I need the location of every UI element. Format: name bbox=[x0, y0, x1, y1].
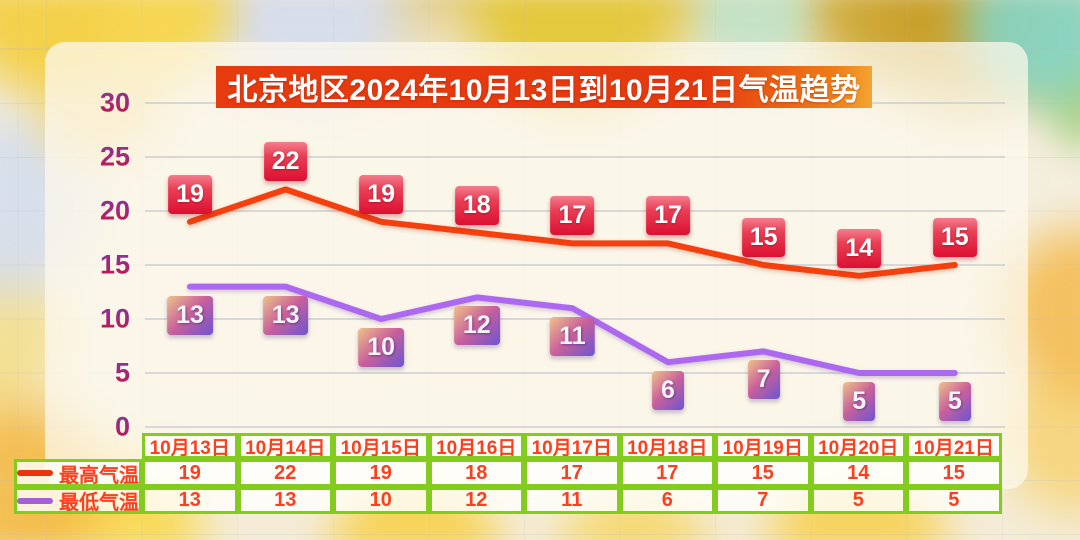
temperature-value-cell: 14 bbox=[810, 459, 906, 487]
date-header-cell: 10月16日 bbox=[428, 433, 524, 459]
date-header-cell: 10月21日 bbox=[906, 433, 1002, 459]
date-header-cell: 10月14日 bbox=[237, 433, 333, 459]
temperature-value-cell: 10 bbox=[333, 487, 429, 514]
date-header-cell: 10月20日 bbox=[810, 433, 906, 459]
min-temp-label: 11 bbox=[550, 317, 595, 357]
min-temp-label: 6 bbox=[652, 371, 684, 411]
date-header-cell: 10月17日 bbox=[524, 433, 620, 459]
min-temp-label: 5 bbox=[938, 382, 971, 421]
y-tick-label: 10 bbox=[86, 304, 130, 335]
y-tick-label: 20 bbox=[86, 196, 130, 227]
temperature-value-cell: 5 bbox=[810, 487, 906, 514]
temperature-value-cell: 15 bbox=[715, 459, 811, 487]
temperature-data-table: 10月13日 10月14日 10月15日 10月16日 10月17日 10月18日 10月1… bbox=[14, 433, 1002, 514]
temperature-value-cell: 13 bbox=[142, 487, 238, 514]
temperature-value-cell: 12 bbox=[428, 487, 524, 514]
legend-max-temp: 最高气温 bbox=[14, 459, 142, 487]
min-temp-label: 7 bbox=[747, 360, 780, 400]
date-header-cell: 10月15日 bbox=[333, 433, 429, 459]
temperature-value-cell: 19 bbox=[142, 459, 238, 487]
min-temp-label: 10 bbox=[358, 328, 405, 367]
max-temp-label: 22 bbox=[263, 142, 308, 182]
temperature-value-cell: 15 bbox=[906, 459, 1002, 487]
legend-series-name: 最低气温 bbox=[59, 492, 139, 514]
min-temp-label: 5 bbox=[843, 382, 876, 421]
y-tick-label: 5 bbox=[86, 358, 130, 389]
temperature-value-cell: 5 bbox=[906, 487, 1002, 514]
max-temp-label: 17 bbox=[646, 196, 690, 236]
y-tick-label: 15 bbox=[86, 250, 130, 281]
chart-title: 北京地区2024年10月13日到10月21日气温趋势 bbox=[216, 66, 872, 108]
y-tick-label: 25 bbox=[86, 142, 130, 173]
temperature-value-cell: 17 bbox=[619, 459, 715, 487]
min-temp-label: 12 bbox=[453, 306, 500, 346]
temperature-value-cell: 17 bbox=[524, 459, 620, 487]
legend-series-name: 最高气温 bbox=[59, 464, 139, 487]
min-temp-label: 13 bbox=[167, 295, 213, 335]
temperature-value-cell: 11 bbox=[524, 487, 620, 514]
temperature-value-cell: 13 bbox=[237, 487, 333, 514]
max-temp-label: 19 bbox=[359, 174, 404, 214]
min-temp-label: 13 bbox=[262, 295, 309, 335]
max-temp-label: 14 bbox=[837, 228, 882, 268]
table-corner-spacer bbox=[14, 433, 142, 459]
min-temp-line-swatch-icon bbox=[17, 497, 53, 504]
max-temp-label: 19 bbox=[168, 174, 212, 214]
temperature-value-cell: 18 bbox=[428, 459, 524, 487]
legend-min-temp: 最低气温 bbox=[14, 487, 142, 514]
temperature-value-cell: 19 bbox=[333, 459, 429, 487]
temperature-value-cell: 6 bbox=[619, 487, 715, 514]
y-tick-label: 0 bbox=[86, 412, 130, 443]
temperature-value-cell: 22 bbox=[237, 459, 333, 487]
max-temp-label: 15 bbox=[741, 218, 786, 257]
date-header-cell: 10月13日 bbox=[142, 433, 238, 459]
date-header-cell: 10月19日 bbox=[715, 433, 811, 459]
y-tick-label: 30 bbox=[86, 88, 130, 119]
date-header-cell: 10月18日 bbox=[619, 433, 715, 459]
max-temp-line-swatch-icon bbox=[17, 470, 53, 476]
max-temp-label: 15 bbox=[932, 218, 977, 257]
max-temp-label: 18 bbox=[454, 185, 499, 225]
max-temp-label: 17 bbox=[550, 196, 595, 236]
temperature-value-cell: 7 bbox=[715, 487, 811, 514]
